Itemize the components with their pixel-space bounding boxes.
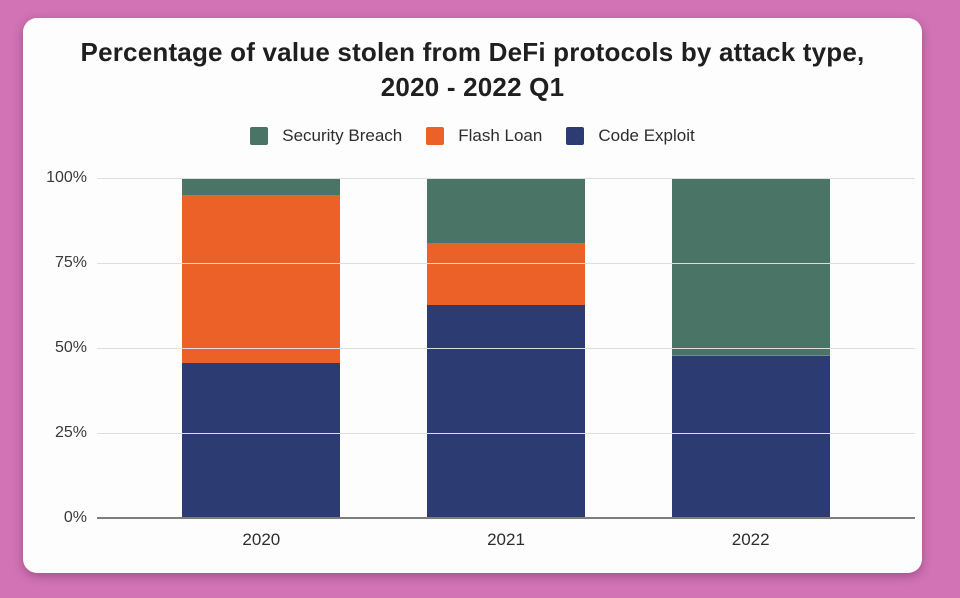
bar-segment-2022-code-exploit[interactable] — [671, 356, 830, 518]
bar-segment-2020-code-exploit[interactable] — [182, 363, 341, 518]
legend-item-security-breach[interactable]: Security Breach — [250, 126, 402, 146]
x-axis-line — [97, 517, 915, 519]
stacked-bar-2022 — [671, 178, 830, 518]
y-axis-label-100: 100% — [46, 169, 87, 186]
bar-segment-2020-security-breach[interactable] — [182, 178, 341, 195]
bar-group-2022 — [628, 178, 873, 518]
gridline — [97, 347, 915, 349]
bar-segment-2021-code-exploit[interactable] — [427, 305, 585, 518]
legend: Security Breach Flash Loan Code Exploit — [23, 126, 922, 146]
x-axis-labels: 2020 2021 2022 — [139, 530, 873, 550]
gridline — [97, 262, 915, 264]
legend-label: Code Exploit — [598, 126, 695, 145]
y-axis-label-0: 0% — [63, 509, 87, 526]
bar-group-2020 — [139, 178, 384, 518]
chart-card: Percentage of value stolen from DeFi pro… — [23, 18, 922, 573]
legend-swatch-flash-loan — [426, 127, 445, 145]
stacked-bar-2020 — [182, 178, 341, 518]
y-axis-label-75: 75% — [54, 254, 87, 271]
bar-segment-2021-flash-loan[interactable] — [427, 242, 585, 306]
gridline — [97, 177, 915, 179]
legend-swatch-security-breach — [250, 127, 269, 145]
chart-title-line1: Percentage of value stolen from DeFi pro… — [80, 37, 865, 67]
y-axis-label-50: 50% — [54, 339, 87, 356]
y-axis-label-25: 25% — [54, 424, 87, 441]
legend-swatch-code-exploit — [566, 127, 585, 145]
x-axis-label-2020: 2020 — [242, 530, 281, 549]
bar-group-2021 — [384, 178, 629, 518]
chart-title-line2: 2020 - 2022 Q1 — [380, 72, 565, 102]
bars-container — [139, 178, 873, 518]
bar-segment-2022-flash-loan[interactable] — [671, 354, 830, 357]
x-axis-label-2022: 2022 — [731, 530, 770, 549]
bar-segment-2020-flash-loan[interactable] — [182, 195, 341, 364]
legend-item-flash-loan[interactable]: Flash Loan — [426, 126, 542, 146]
bar-segment-2022-security-breach[interactable] — [671, 178, 830, 355]
legend-label: Flash Loan — [458, 126, 543, 145]
chart-title: Percentage of value stolen from DeFi pro… — [23, 35, 922, 105]
legend-label: Security Breach — [282, 126, 403, 145]
stacked-bar-2021 — [427, 178, 585, 518]
bar-segment-2021-security-breach[interactable] — [427, 178, 585, 243]
x-axis-label-2021: 2021 — [487, 530, 525, 549]
gridline — [97, 432, 915, 434]
legend-item-code-exploit[interactable]: Code Exploit — [566, 126, 695, 146]
plot-area: 2020 2021 2022 100% 75% 50% 25% 0% — [23, 18, 922, 573]
